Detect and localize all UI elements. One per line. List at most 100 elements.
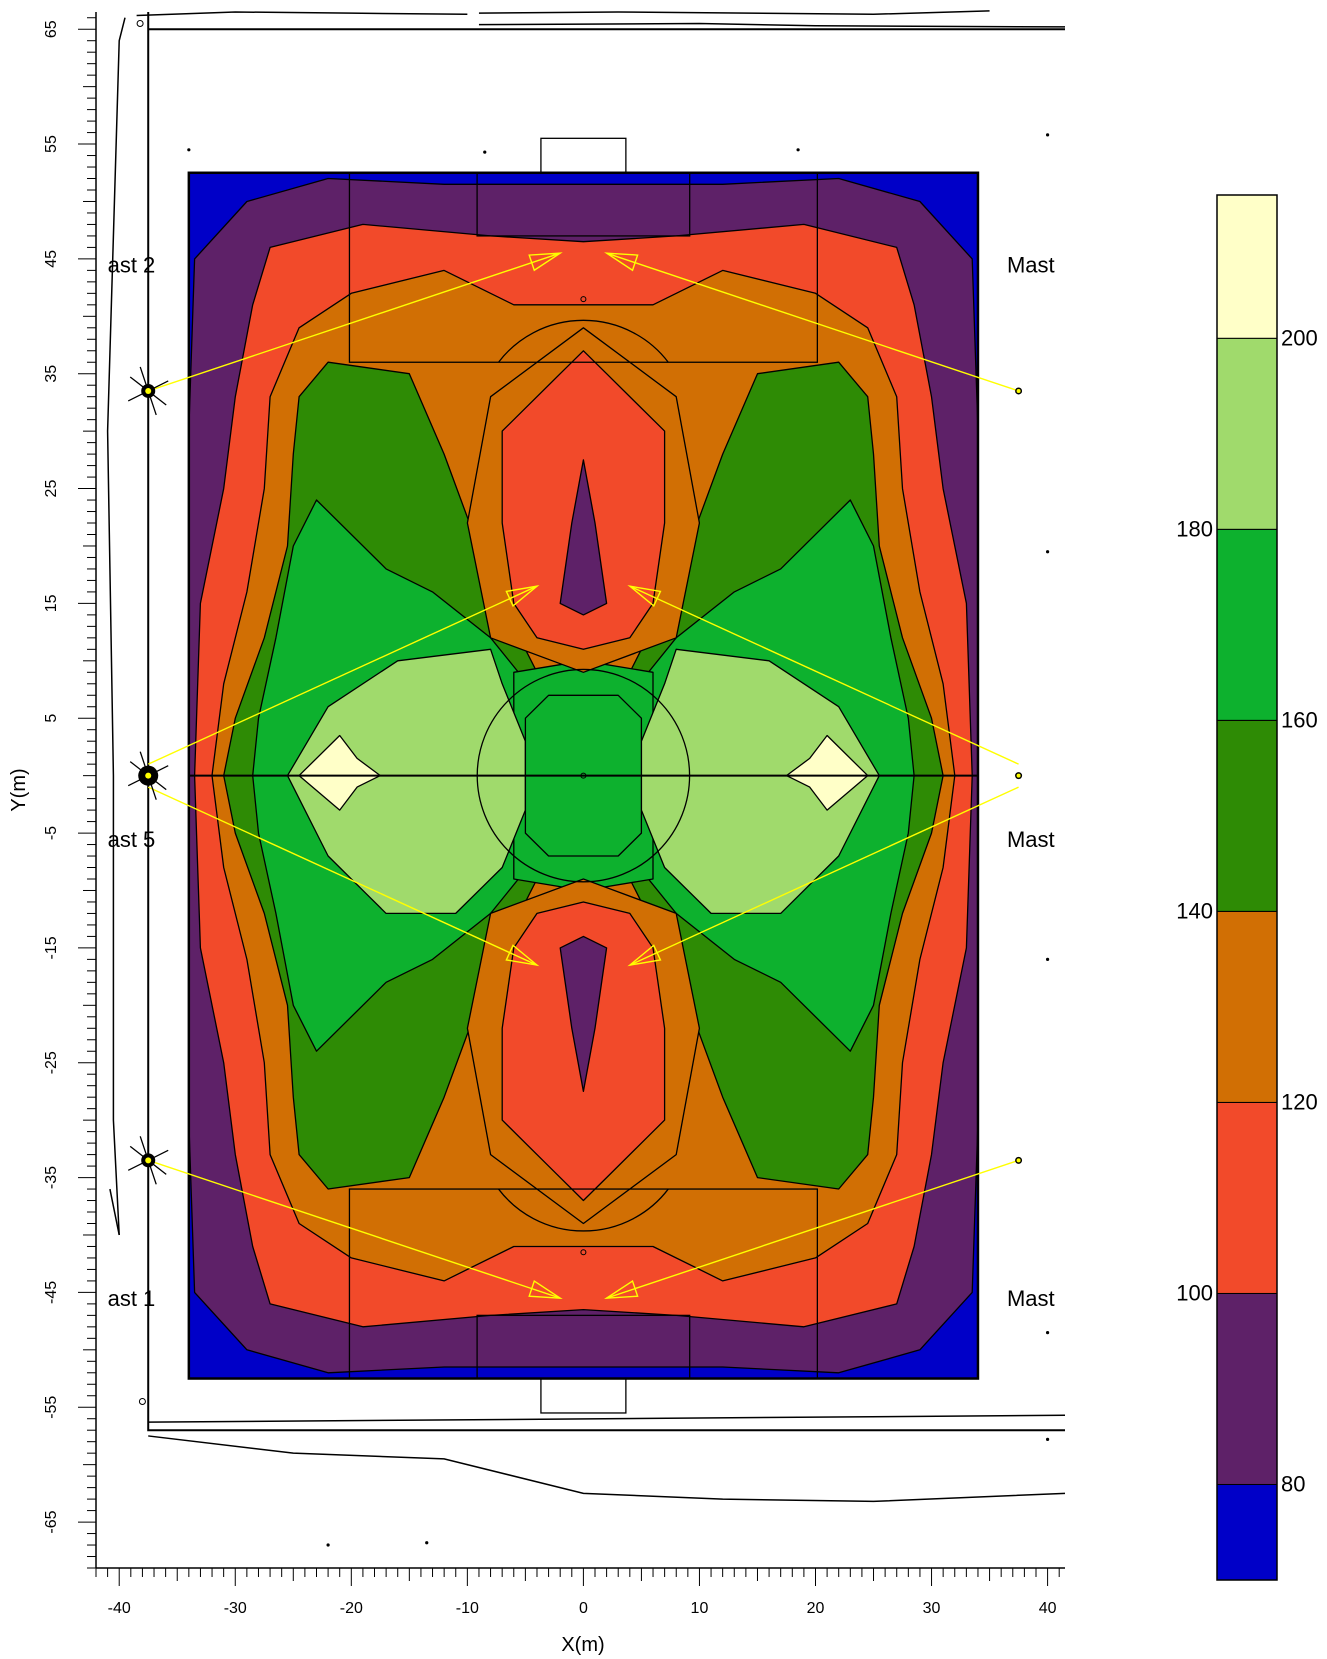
mast-lamp — [1016, 773, 1021, 778]
site-survey-point — [1045, 550, 1050, 554]
center-spot — [580, 772, 587, 779]
x-tick-label: -30 — [224, 1600, 247, 1617]
legend-band — [1216, 1292, 1278, 1485]
mast-lamp — [1016, 1158, 1021, 1163]
site-survey-point — [326, 1543, 330, 1547]
mast-label: ast 1 — [108, 1286, 156, 1311]
x-tick-label: 0 — [579, 1600, 588, 1617]
x-tick-label: 40 — [1039, 1600, 1057, 1617]
mast-label: Mast — [1007, 253, 1055, 278]
y-tick-label: 25 — [43, 480, 60, 498]
mast-label: ast 5 — [108, 827, 156, 852]
site-survey-point — [796, 148, 800, 152]
site-post — [136, 19, 144, 27]
y-tick-label: -35 — [43, 1166, 60, 1189]
mast-labels: ast 2 ast 5 ast 1 Mast Mast Mast — [108, 253, 1055, 1312]
site-outline — [106, 10, 1066, 1547]
contour-band — [286, 648, 527, 915]
x-tick-label: -20 — [340, 1600, 363, 1617]
site-post — [138, 1397, 146, 1405]
site-road — [148, 1435, 1066, 1503]
site-fence-stub — [109, 1188, 120, 1236]
legend-band — [1216, 528, 1278, 721]
legend-band — [1216, 719, 1278, 912]
aim-arrow-shaft — [606, 1288, 636, 1299]
aim-arrow-shaft — [606, 252, 636, 264]
y-tick-label: -65 — [43, 1510, 60, 1533]
aim-arrow-shaft — [629, 952, 658, 966]
aim-line — [629, 786, 1019, 966]
goal — [540, 137, 627, 174]
y-tick-label: 65 — [43, 20, 60, 38]
legend-tick-label: 160 — [1281, 707, 1318, 732]
site-survey-point — [1045, 957, 1050, 961]
mast-markers — [127, 366, 1023, 1185]
legend-tick-label: 120 — [1281, 1089, 1318, 1114]
aim-arrow-shaft — [531, 252, 561, 264]
aim-line — [147, 786, 538, 966]
site-top-line — [136, 11, 468, 17]
x-tick-label: -10 — [456, 1600, 479, 1617]
aim-line — [147, 585, 538, 765]
y-tick-label: -5 — [43, 826, 60, 840]
aim-line — [147, 1159, 561, 1299]
legend-band — [1216, 1483, 1278, 1581]
x-tick-label: 20 — [807, 1600, 825, 1617]
aim-arrow-shaft — [629, 585, 658, 600]
aim-arrow-shaft — [531, 1288, 561, 1299]
y-axis-label: Y(m) — [8, 768, 30, 811]
x-tick-label: 30 — [923, 1600, 941, 1617]
y-tick-label: 5 — [43, 714, 60, 723]
y-tick-label: 55 — [43, 135, 60, 153]
mast-lamp — [145, 772, 152, 779]
aim-arrow-shaft — [509, 952, 538, 966]
aim-line — [147, 252, 561, 392]
site-survey-point — [425, 1541, 429, 1545]
y-tick-label: -15 — [43, 936, 60, 959]
penalty-spot — [580, 296, 587, 303]
axes: -40 -30 -20 -10 0 10 20 30 40 65 55 45 35 25 15 5 -5 -15 -… — [43, 12, 1065, 1617]
site-survey-point — [187, 148, 191, 152]
pitch-markings — [187, 137, 980, 1414]
aim-line — [606, 1159, 1019, 1299]
legend-tick-label: 180 — [1176, 516, 1213, 541]
mast-label: Mast — [1007, 827, 1055, 852]
mast-label: ast 2 — [108, 253, 156, 278]
aim-lines — [147, 252, 1019, 1300]
legend-band — [1216, 1101, 1278, 1294]
goal — [540, 1377, 627, 1414]
legend-tick-label: 100 — [1176, 1280, 1213, 1305]
aim-arrow-shaft — [509, 585, 538, 600]
x-axis-label: X(m) — [561, 1634, 604, 1656]
site-top-line-3 — [478, 10, 990, 16]
x-tick-label: 10 — [691, 1600, 709, 1617]
site-survey-point — [1045, 1330, 1050, 1335]
site-survey-point — [1045, 133, 1050, 137]
site-boundary — [147, 12, 1065, 1432]
center-circle — [476, 668, 691, 883]
legend-tick-label: 200 — [1281, 325, 1318, 350]
penalty-arc — [498, 319, 669, 363]
legend-colorbar: 200 180 160 140 120 100 80 — [1176, 194, 1318, 1581]
legend-tick-label: 80 — [1281, 1471, 1305, 1496]
legend-frame — [1216, 194, 1278, 1581]
site-survey-point — [483, 150, 487, 154]
mast-label: Mast — [1007, 1286, 1055, 1311]
site-survey-point — [1045, 1437, 1050, 1441]
penalty-spot — [580, 1249, 587, 1256]
y-tick-label: -45 — [43, 1281, 60, 1304]
legend-band — [1216, 337, 1278, 530]
mast-lamp — [145, 1157, 152, 1164]
y-tick-label: 35 — [43, 365, 60, 383]
site-boundary-bottom — [148, 1414, 1066, 1423]
legend-band — [1216, 194, 1278, 339]
y-tick-label: 45 — [43, 250, 60, 268]
penalty-arc — [498, 1188, 669, 1232]
contour-band — [640, 648, 880, 915]
mast-lamp — [145, 387, 152, 394]
site-fence-left — [106, 17, 126, 1236]
site-top-line-2 — [478, 22, 1066, 28]
contour-band — [559, 935, 608, 1093]
legend-band — [1216, 910, 1278, 1103]
